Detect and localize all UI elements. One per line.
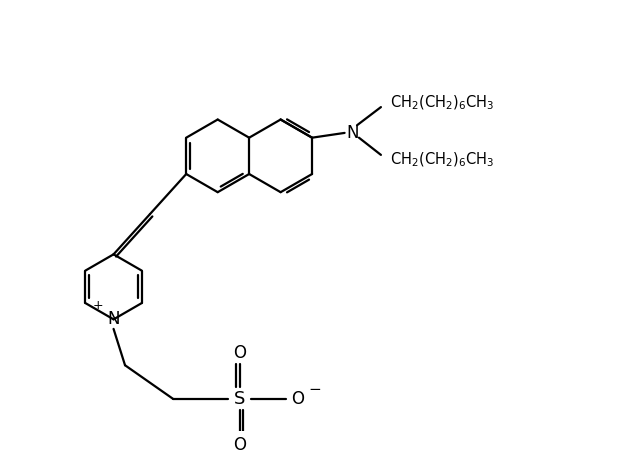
Text: S: S [234, 390, 246, 408]
Text: +: + [93, 299, 104, 313]
Text: O: O [233, 436, 246, 451]
Text: O: O [291, 390, 303, 408]
Text: N: N [108, 310, 120, 328]
Text: O: O [233, 344, 246, 362]
Text: N: N [346, 124, 358, 142]
Text: CH$_2$(CH$_2$)$_6$CH$_3$: CH$_2$(CH$_2$)$_6$CH$_3$ [390, 151, 495, 169]
Text: CH$_2$(CH$_2$)$_6$CH$_3$: CH$_2$(CH$_2$)$_6$CH$_3$ [390, 93, 495, 111]
Text: −: − [308, 382, 321, 396]
